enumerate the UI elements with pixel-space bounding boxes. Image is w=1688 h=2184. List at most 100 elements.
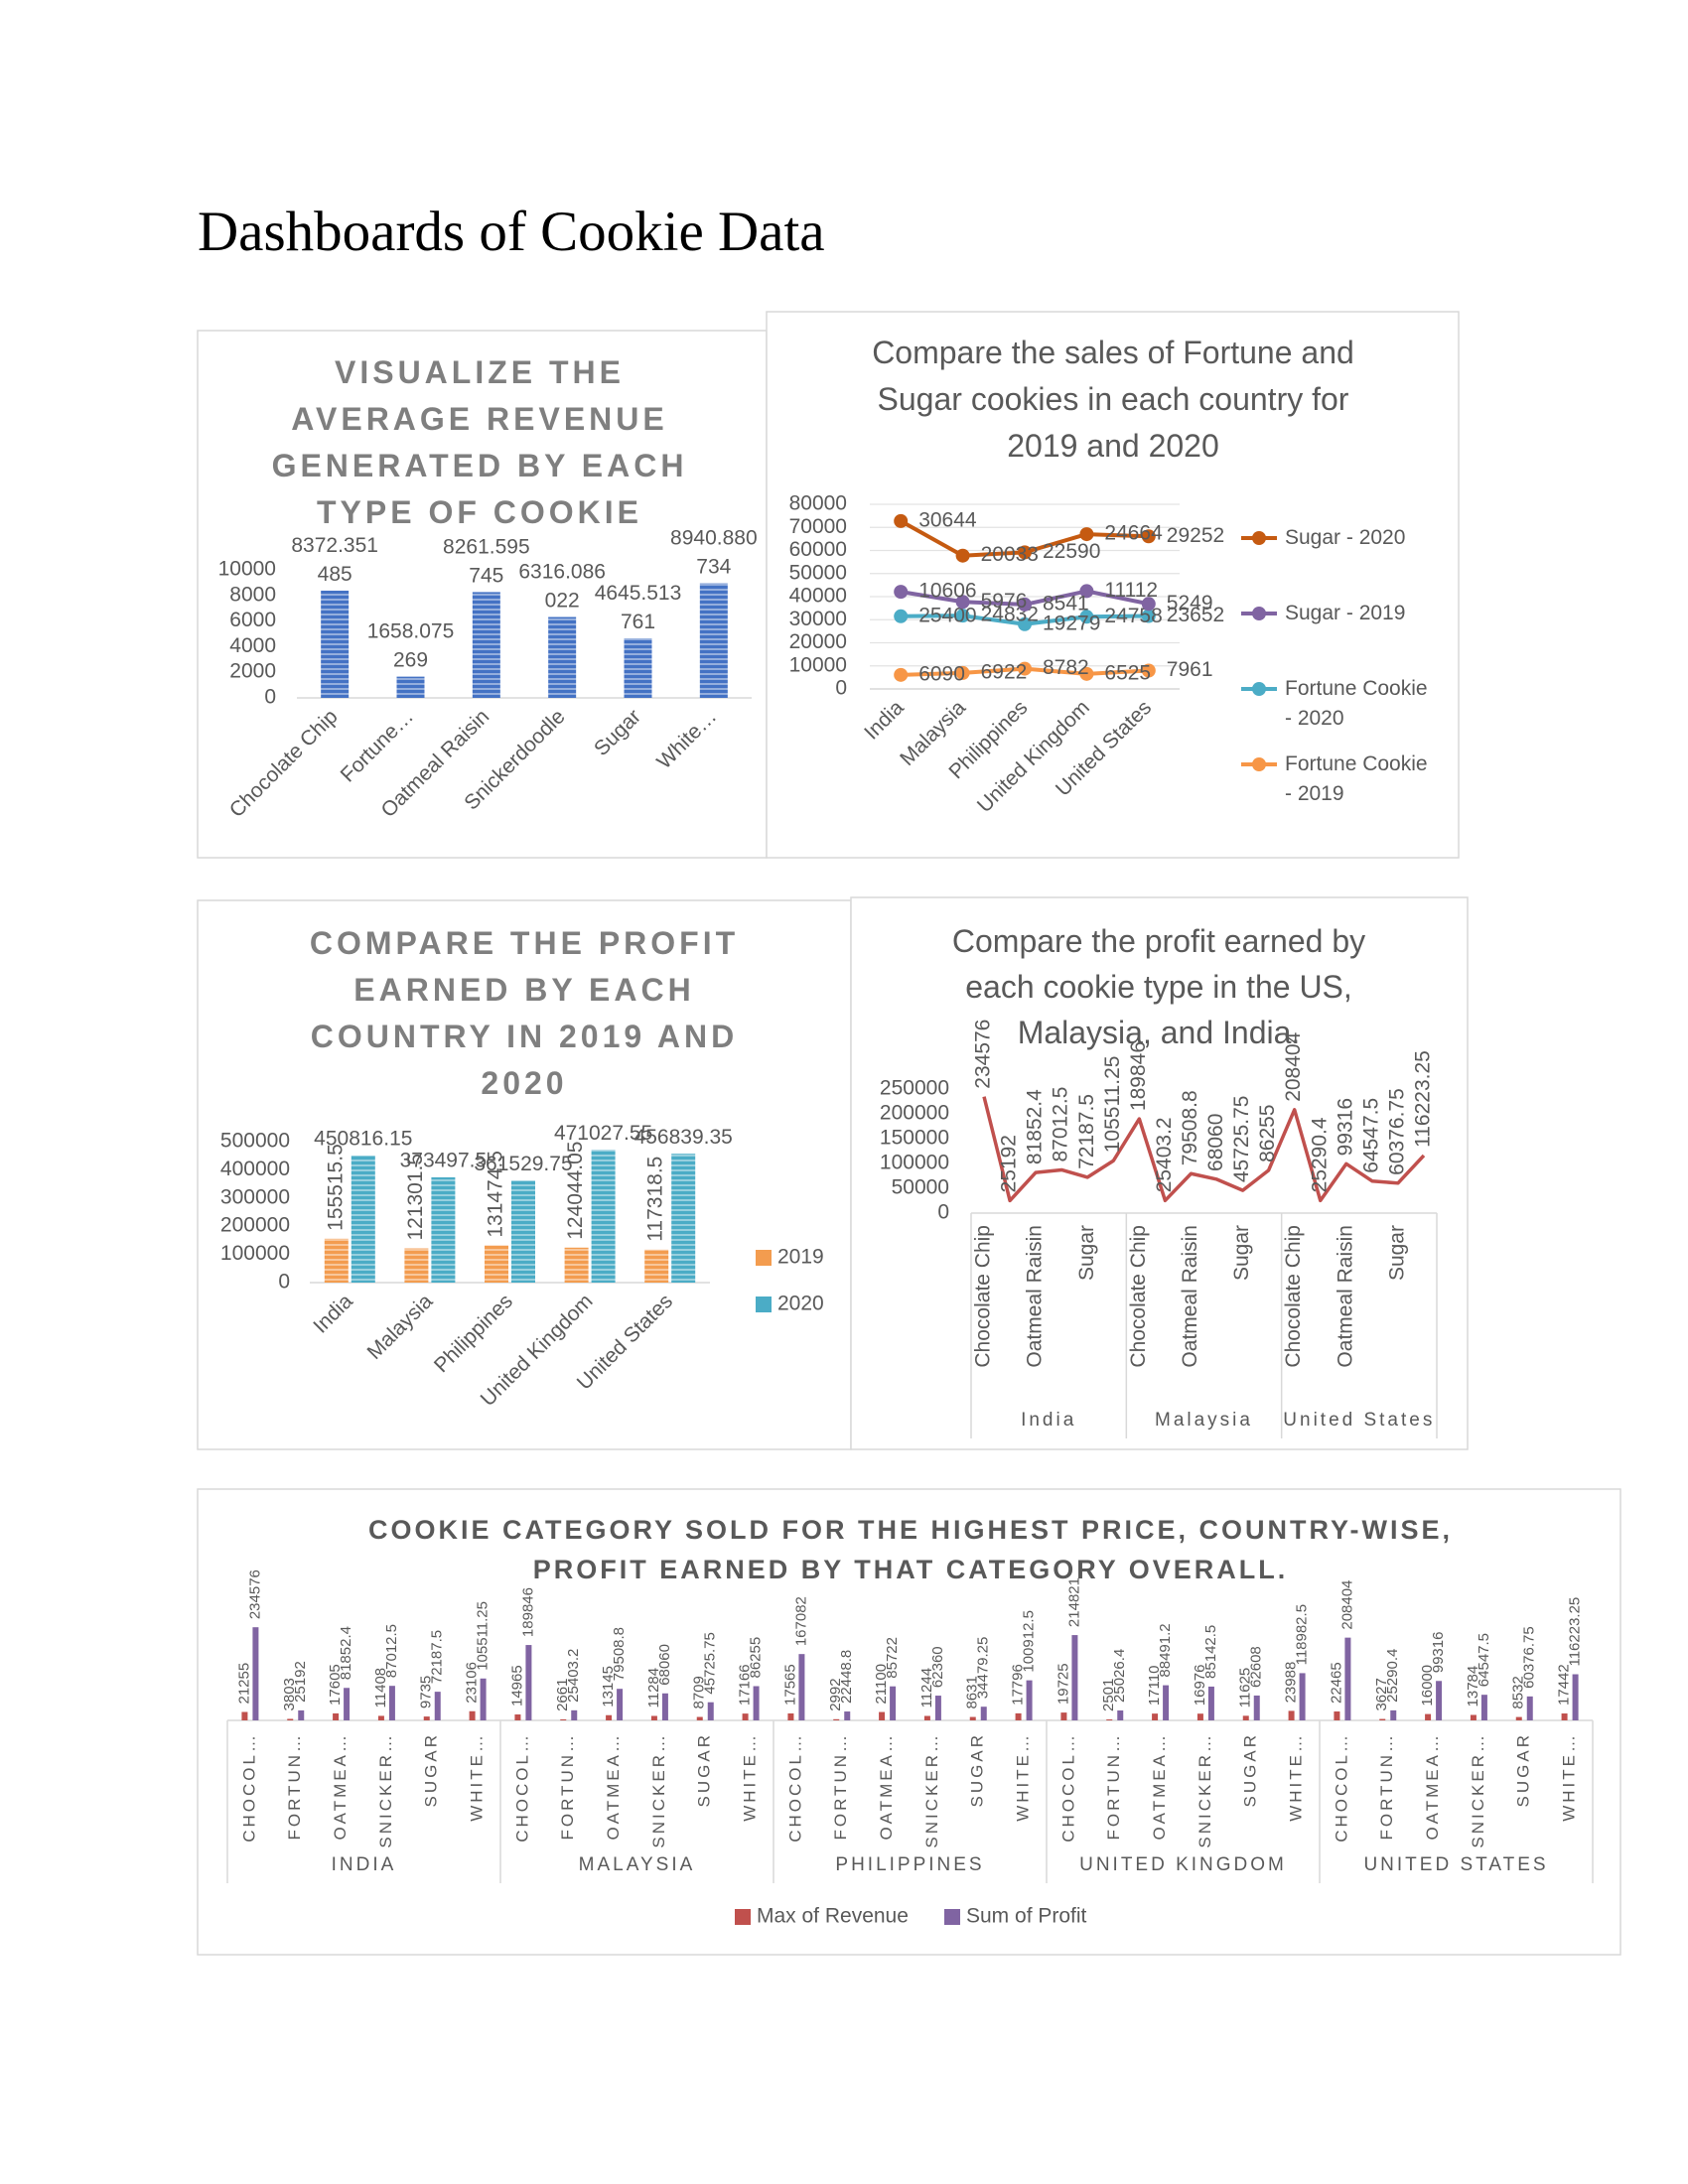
chart-title: COMPARE THE PROFIT EARNED BY EACH COUNTRY …: [310, 925, 739, 1101]
data-label: 72187.5: [1075, 1094, 1098, 1169]
x-tick-label: CHOCOL…: [785, 1732, 804, 1843]
x-tick-label: Oatmeal Raisin: [1334, 1225, 1356, 1368]
data-label: 22590: [1043, 540, 1100, 563]
bar: [423, 1716, 430, 1720]
line-marker: [894, 667, 909, 682]
bar: [1572, 1674, 1579, 1720]
data-label: 8541: [1043, 592, 1089, 614]
x-tick-label: OATMEA…: [331, 1732, 350, 1841]
x-tick-label: Sugar: [1230, 1225, 1253, 1281]
bar: [742, 1713, 749, 1720]
x-tick-label: Oatmeal Raisin: [1179, 1225, 1201, 1368]
bar: [661, 1693, 668, 1720]
bar: [511, 1180, 535, 1283]
bar: [298, 1709, 305, 1720]
bar: [879, 1711, 886, 1720]
x-tick-label: SUGAR: [968, 1732, 987, 1807]
data-label: 6316.086 022: [518, 560, 606, 612]
data-label: 450816.15: [314, 1128, 412, 1151]
bar: [1299, 1673, 1306, 1720]
line-marker: [1018, 661, 1032, 676]
line-marker: [955, 609, 970, 623]
data-label: 9735: [418, 1676, 435, 1708]
data-label: 7961: [1167, 658, 1213, 681]
data-label: 100912.5: [1021, 1610, 1038, 1673]
data-label: 8709: [691, 1676, 708, 1708]
bar: [1561, 1713, 1568, 1720]
bar: [1425, 1713, 1432, 1720]
bar: [514, 1714, 521, 1720]
chart-title: Compare the profit earned by each cookie …: [952, 923, 1365, 1050]
x-tick-label: OATMEA…: [1150, 1732, 1169, 1841]
bar: [1526, 1696, 1533, 1720]
y-tick-label: 80000: [789, 492, 847, 515]
bar: [1515, 1716, 1522, 1720]
x-tick-label: OATMEA…: [1423, 1732, 1442, 1841]
data-label: 11244: [918, 1668, 935, 1708]
data-label: 2661: [554, 1679, 571, 1711]
data-label: 6090: [918, 662, 965, 685]
data-label: 87012.5: [1050, 1087, 1072, 1162]
data-label: 10606: [918, 580, 976, 603]
group-label: UNITED STATES: [1363, 1854, 1548, 1875]
bar: [1242, 1715, 1249, 1720]
line-marker: [894, 513, 909, 528]
y-tick-label: 0: [278, 1271, 290, 1294]
bar: [1207, 1686, 1214, 1720]
bar: [1390, 1709, 1397, 1720]
bar: [1163, 1685, 1170, 1720]
chart-frame: [197, 899, 852, 1450]
bar: [548, 616, 577, 698]
data-label: 34479.25: [975, 1637, 992, 1700]
line-marker: [894, 609, 909, 623]
bar: [1060, 1712, 1067, 1720]
data-label: 456839.35: [634, 1126, 733, 1149]
y-tick-label: 400000: [220, 1158, 290, 1180]
data-label: 8940.880 734: [670, 526, 758, 578]
bar: [434, 1692, 441, 1720]
bar: [644, 1249, 669, 1283]
data-label: 19725: [1055, 1663, 1071, 1705]
y-tick-label: 150000: [880, 1127, 949, 1150]
x-tick-label: SNICKER…: [376, 1732, 395, 1848]
data-label: 8372.351 485: [291, 534, 378, 586]
line: [982, 1096, 1426, 1203]
x-tick-label: SUGAR: [422, 1732, 441, 1807]
data-label: 8631: [964, 1676, 981, 1708]
y-tick-label: 8000: [229, 583, 276, 606]
bar: [624, 638, 652, 698]
bar: [606, 1714, 613, 1720]
data-label: 105511.25: [1101, 1056, 1124, 1154]
legend-swatch: [756, 1250, 772, 1266]
x-tick-label: CHOCOL…: [512, 1732, 531, 1843]
bar: [833, 1718, 840, 1720]
data-label: 72187.5: [429, 1630, 446, 1684]
data-label: 29252: [1167, 524, 1224, 547]
x-tick-label: SNICKER…: [922, 1732, 941, 1848]
group-label: India: [1021, 1410, 1076, 1431]
bar: [1344, 1637, 1351, 1720]
y-tick-label: 0: [937, 1201, 949, 1224]
data-label: 60376.75: [1521, 1626, 1538, 1689]
bar: [1152, 1713, 1159, 1720]
y-tick-label: 100000: [220, 1242, 290, 1265]
bar: [1253, 1695, 1260, 1720]
x-tick-label: WHITE…: [1560, 1732, 1579, 1822]
y-tick-label: 500000: [220, 1130, 290, 1153]
y-tick-label: 2000: [229, 660, 276, 683]
bar: [404, 1248, 429, 1283]
data-label: 20033: [981, 543, 1039, 566]
y-tick-label: 200000: [880, 1102, 949, 1125]
data-label: 16976: [1192, 1664, 1208, 1706]
bar: [1480, 1695, 1487, 1720]
x-tick-label: FORTUN…: [1104, 1732, 1123, 1841]
data-label: 189846: [519, 1587, 536, 1637]
data-label: 17796: [1010, 1664, 1027, 1706]
data-label: 189846: [1127, 1041, 1150, 1111]
bar: [1026, 1680, 1033, 1720]
data-label: 64547.5: [1359, 1098, 1382, 1173]
data-label: 214821: [1065, 1577, 1082, 1627]
x-tick-label: FORTUN…: [558, 1732, 577, 1841]
data-label: 3803: [281, 1678, 298, 1710]
y-tick-label: 10000: [789, 653, 847, 676]
